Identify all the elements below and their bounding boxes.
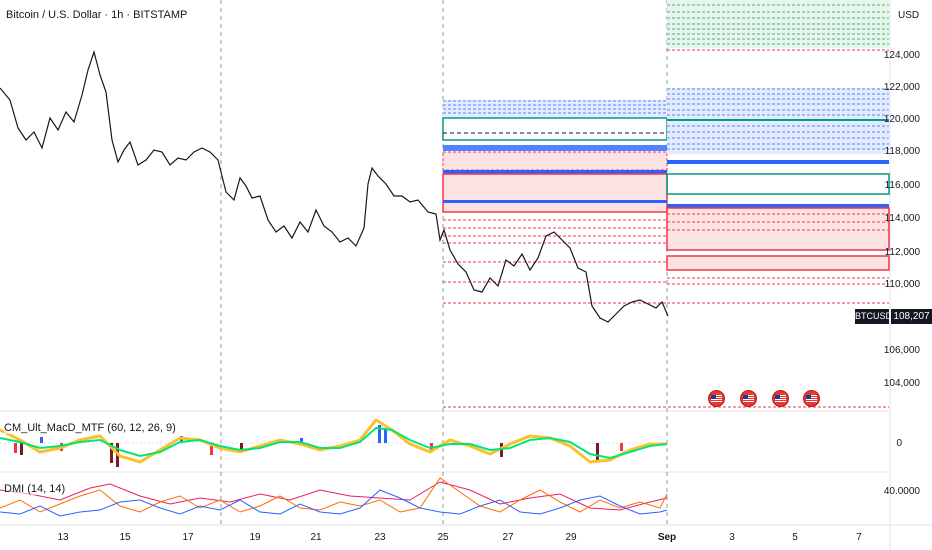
zone-red-box-r2 — [666, 255, 890, 271]
price-tick: 116,000 — [884, 180, 920, 191]
zone-blue-thin-r — [667, 160, 889, 164]
zone-red-lines-r — [667, 213, 889, 304]
currency-label[interactable]: USD — [898, 10, 920, 21]
zone-blue-band — [443, 145, 667, 151]
date-tick: 29 — [565, 532, 577, 543]
zone-green-box — [442, 117, 668, 141]
date-tick: 17 — [182, 532, 194, 543]
date-tick: 23 — [374, 532, 386, 543]
price-tick: 112,000 — [884, 247, 920, 258]
macd-tick: 0 — [896, 438, 902, 449]
price-tick: 120,000 — [883, 114, 920, 125]
price-tick: 114,000 — [884, 213, 920, 224]
chart-title: Bitcoin / U.S. Dollar · 1h · BITSTAMP — [6, 9, 188, 21]
dmi-tick: 40.0000 — [883, 486, 920, 497]
zone-red-box — [442, 173, 668, 213]
price-series — [0, 49, 669, 323]
date-tick: 19 — [249, 532, 261, 543]
us-flag-icon[interactable] — [708, 390, 725, 407]
dmi-adx — [0, 481, 668, 511]
us-flag-icon[interactable] — [803, 390, 820, 407]
zone-green-top — [667, 0, 889, 48]
zone-red-box-r — [666, 207, 890, 251]
zone-blue-thin-2 — [443, 200, 667, 203]
price-tick: 106,000 — [883, 345, 920, 356]
macd-signal — [0, 426, 668, 460]
price-tick: 118,000 — [884, 146, 920, 157]
dmi-indicator-label[interactable]: DMI (14, 14) — [4, 483, 66, 495]
date-tick: 7 — [856, 532, 862, 543]
date-tick: Sep — [657, 532, 677, 543]
price-tick: 104,000 — [883, 378, 920, 389]
date-tick: 13 — [57, 532, 69, 543]
zone-blue-thin-r2 — [667, 204, 889, 208]
price-tick: 110,000 — [884, 279, 920, 290]
date-tick: 25 — [437, 532, 449, 543]
dmi-plus — [0, 477, 668, 513]
macd-indicator-label[interactable]: CM_Ult_MacD_MTF (60, 12, 26, 9) — [4, 422, 176, 434]
date-tick: 27 — [502, 532, 514, 543]
date-tick: 21 — [310, 532, 322, 543]
zone-red-band — [442, 151, 668, 171]
price-tick: 124,000 — [883, 50, 920, 61]
zone-blue-mid — [443, 100, 667, 118]
price-tick: 122,000 — [883, 82, 920, 93]
zone-green-box-r — [666, 173, 890, 195]
date-tick: 3 — [729, 532, 735, 543]
zone-blue-thin — [443, 170, 667, 174]
symbol-tag: BTCUSD — [855, 309, 892, 324]
us-flag-icon[interactable] — [772, 390, 789, 407]
date-tick: 15 — [119, 532, 131, 543]
macd-line — [0, 418, 667, 464]
dmi-minus — [0, 489, 668, 517]
date-tick: 5 — [792, 532, 798, 543]
us-flag-icon[interactable] — [740, 390, 757, 407]
last-price-tag: 108,207 — [891, 309, 932, 324]
